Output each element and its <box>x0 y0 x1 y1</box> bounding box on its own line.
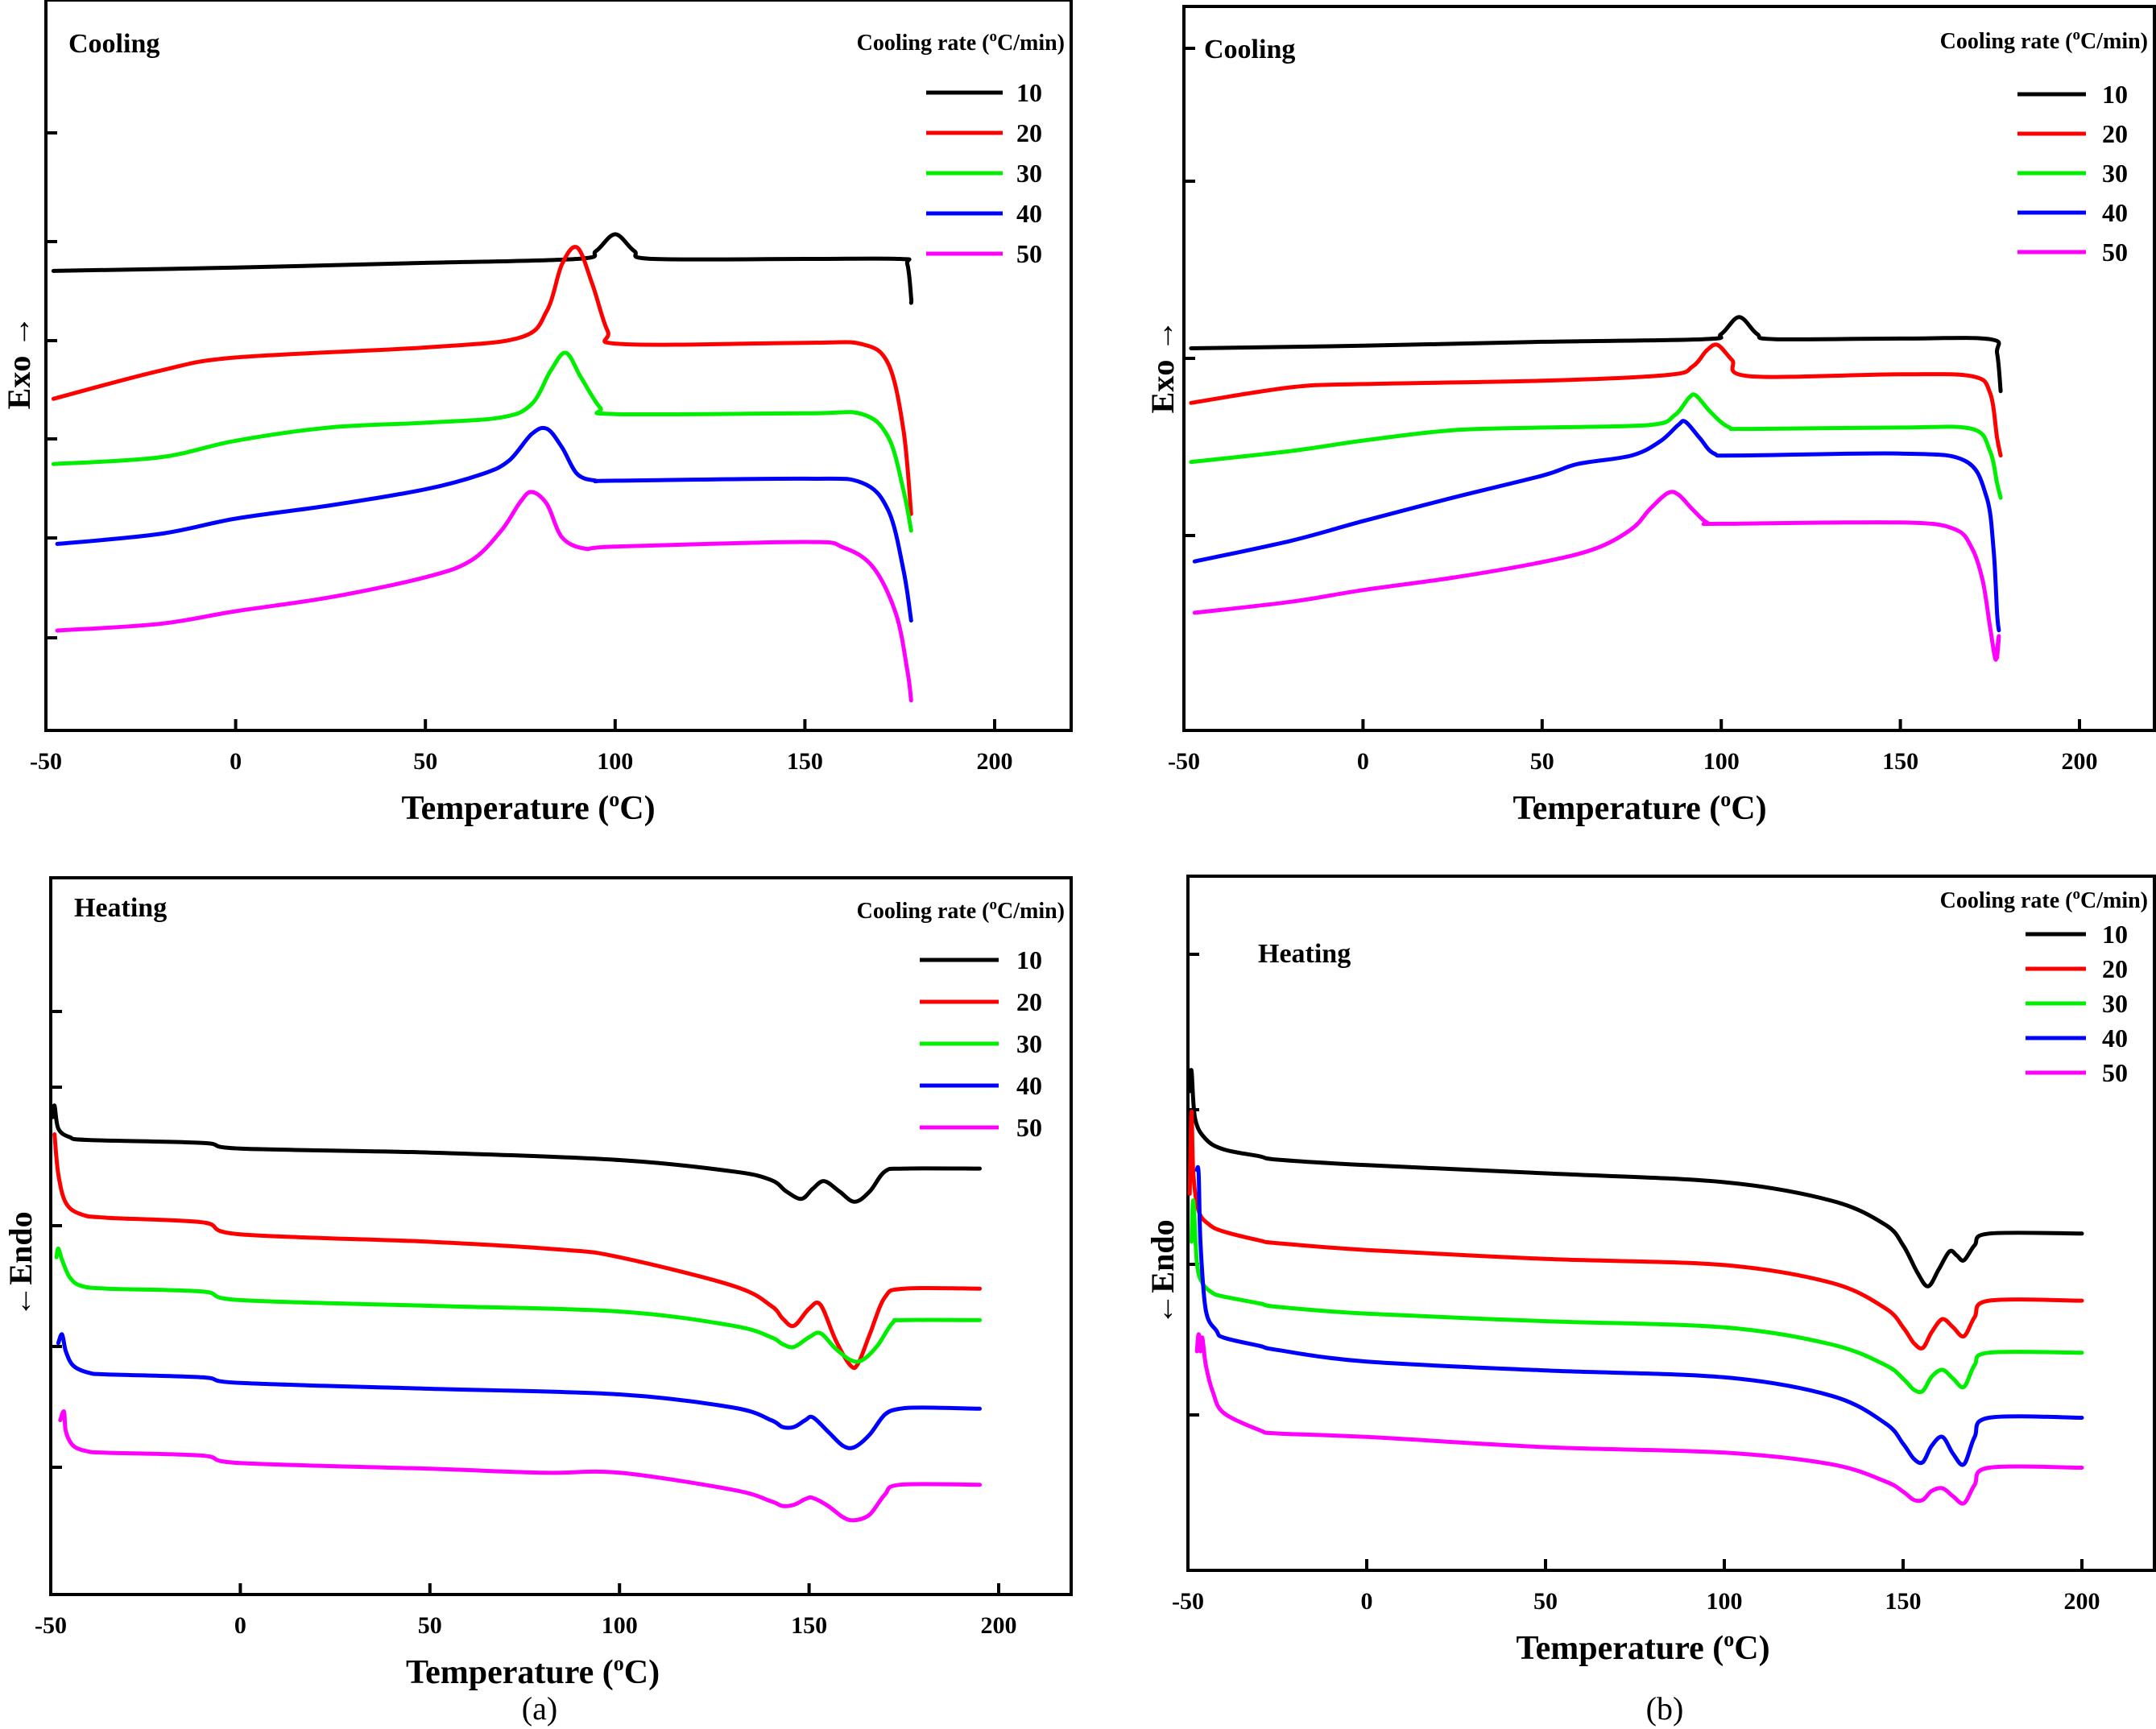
legend-label-40: 40 <box>2102 198 2128 227</box>
x-tick-label: 150 <box>787 748 823 775</box>
x-tick-label: 100 <box>1703 748 1740 775</box>
legend-label-20: 20 <box>1016 118 1042 147</box>
x-tick-label: 100 <box>602 1612 638 1639</box>
plot-frame <box>1182 5 2156 732</box>
x-tick-label: 150 <box>1882 748 1918 775</box>
legend-label-30: 30 <box>1016 159 1042 188</box>
legend-title: Cooling rate (oC/min) <box>1940 27 2148 54</box>
x-axis-label: Temperature (oC) <box>401 788 655 827</box>
legend-title: Cooling rate (oC/min) <box>1940 886 2148 913</box>
panel-b-cooling: -50 0 50 100 150 200 Temperature (oC) Exo → Cool… <box>1144 5 2156 827</box>
series-line-40 <box>1192 419 2001 633</box>
series-line-20 <box>52 1132 982 1371</box>
y-axis-label: ←Endo <box>1144 1219 1181 1325</box>
x-axis-label: Temperature (oC) <box>1513 788 1766 827</box>
series-line-30 <box>54 1246 982 1364</box>
x-tick-label: 0 <box>1357 748 1369 775</box>
x-tick-label: 150 <box>791 1612 827 1639</box>
series-line-40 <box>56 1332 982 1450</box>
legend-label-10: 10 <box>1016 78 1042 107</box>
x-tick-label: 50 <box>413 748 437 775</box>
x-axis-label: Temperature (oC) <box>406 1652 660 1691</box>
x-tick-label: 100 <box>1707 1588 1743 1615</box>
mode-label: Cooling <box>1204 35 1295 64</box>
x-tick-label: 0 <box>230 748 242 775</box>
series-line-20 <box>1189 342 2003 458</box>
series-line-10 <box>1189 315 2003 394</box>
plot-frame <box>1186 875 2156 1572</box>
legend-label-40: 40 <box>1016 1071 1042 1100</box>
series-line-20 <box>1187 1109 2084 1351</box>
legend-title: Cooling rate (oC/min) <box>857 896 1065 924</box>
legend-label-20: 20 <box>1016 987 1042 1016</box>
series-line-10 <box>1187 1068 2084 1288</box>
series-line-50 <box>55 490 913 703</box>
plot-frame <box>44 0 1073 732</box>
x-tick-label: -50 <box>30 748 62 775</box>
series-line-50 <box>1192 490 2001 662</box>
legend-label-20: 20 <box>2102 954 2128 983</box>
legend-label-50: 50 <box>2102 1058 2128 1087</box>
x-tick-label: 150 <box>1885 1588 1922 1615</box>
mode-label: Heating <box>1258 939 1351 969</box>
x-tick-label: 200 <box>977 748 1013 775</box>
panel-a-heating: -50 0 50 100 150 200 Temperature (oC) ←Endo Heat… <box>2 876 1073 1691</box>
mode-label: Cooling <box>68 29 159 59</box>
series-line-30 <box>51 350 913 533</box>
x-tick-label: 0 <box>234 1612 246 1639</box>
panel-a-cooling: -50 0 50 100 150 200 Temperature (oC) Exo → Cool… <box>1 0 1073 827</box>
x-tick-label: 50 <box>418 1612 442 1639</box>
series-line-30 <box>1189 1198 2084 1395</box>
caption-a: (a) <box>522 1690 557 1727</box>
plot-frame <box>49 876 1073 1596</box>
y-axis-label: Exo → <box>1 316 37 410</box>
y-axis-label: ←Endo <box>2 1211 39 1317</box>
caption-b: (b) <box>1646 1690 1684 1727</box>
series-line-20 <box>51 245 913 516</box>
mode-label: Heating <box>74 893 167 923</box>
legend-label-30: 30 <box>1016 1029 1042 1058</box>
series-line-50 <box>58 1409 982 1523</box>
legend-label-40: 40 <box>1016 199 1042 228</box>
x-tick-label: 100 <box>597 748 633 775</box>
legend-label-10: 10 <box>2102 80 2128 109</box>
legend-label-10: 10 <box>2102 920 2128 949</box>
legend-label-30: 30 <box>2102 989 2128 1018</box>
series-line-30 <box>1189 392 2003 500</box>
legend-label-50: 50 <box>2102 238 2128 267</box>
x-tick-label: -50 <box>1172 1588 1204 1615</box>
x-tick-label: 50 <box>1533 1588 1558 1615</box>
series-line-50 <box>1194 1332 2084 1506</box>
x-tick-label: 200 <box>2062 748 2098 775</box>
series-line-10 <box>51 232 914 305</box>
panel-b-heating: -50 0 50 100 150 200 Temperature (oC) ←Endo Heat… <box>1144 875 2156 1667</box>
legend-label-40: 40 <box>2102 1024 2128 1053</box>
series-line-10 <box>50 1103 982 1204</box>
x-tick-label: -50 <box>35 1612 67 1639</box>
x-tick-label: -50 <box>1168 748 1200 775</box>
legend-title: Cooling rate (oC/min) <box>857 28 1065 56</box>
series-line-40 <box>1194 1164 2084 1467</box>
y-axis-label: Exo → <box>1144 320 1181 414</box>
x-tick-label: 200 <box>981 1612 1017 1639</box>
legend-label-10: 10 <box>1016 945 1042 974</box>
legend-label-50: 50 <box>1016 1113 1042 1142</box>
x-tick-label: 200 <box>2064 1588 2100 1615</box>
x-tick-label: 50 <box>1530 748 1554 775</box>
x-axis-label: Temperature (oC) <box>1516 1628 1769 1667</box>
x-tick-label: 0 <box>1361 1588 1373 1615</box>
legend-label-50: 50 <box>1016 239 1042 268</box>
series-line-40 <box>55 425 913 623</box>
legend-label-20: 20 <box>2102 119 2128 148</box>
legend-label-30: 30 <box>2102 159 2128 188</box>
